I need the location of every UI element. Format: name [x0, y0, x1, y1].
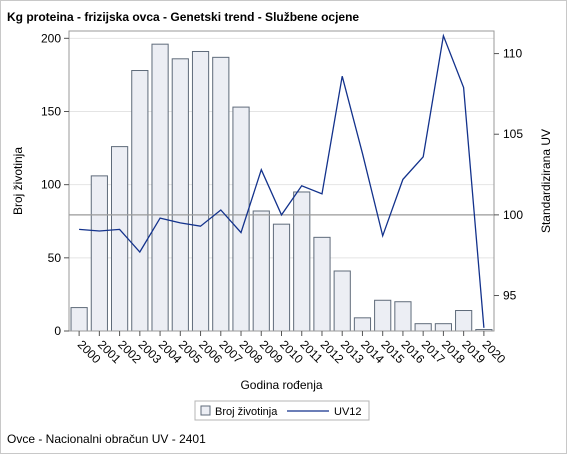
bar — [232, 106, 250, 332]
y-axis-tick-label: 50 — [48, 251, 62, 265]
y-axis-title: Broj životinja — [11, 147, 25, 215]
bar — [90, 175, 108, 332]
y2-axis-tick-label: 95 — [503, 289, 517, 303]
bar — [272, 223, 291, 332]
bar — [434, 323, 452, 332]
x-axis-title: Godina rođenja — [240, 378, 322, 392]
bar — [313, 236, 331, 332]
bar — [455, 310, 473, 332]
bar — [111, 146, 129, 332]
bar — [374, 299, 392, 332]
bar — [131, 70, 149, 332]
y2-axis-tick-label: 105 — [503, 127, 523, 141]
bar — [353, 317, 372, 332]
bar — [212, 56, 230, 332]
y-axis-tick-label: 200 — [41, 31, 61, 45]
chart-title: Kg proteina - frizijska ovca - Genetski … — [7, 10, 360, 24]
y-axis-tick-label: 100 — [41, 178, 61, 192]
y2-axis-title: Standardizirana UV — [539, 129, 553, 233]
y-axis-tick-label: 150 — [41, 104, 61, 118]
uv12-line — [79, 33, 485, 328]
bar — [414, 323, 432, 332]
bar — [394, 301, 412, 332]
y-axis-tick-label: 0 — [54, 324, 61, 338]
legend-swatch-bars — [200, 405, 211, 416]
legend-label-bars: Broj životinja — [215, 406, 278, 418]
bar — [171, 58, 189, 332]
legend-box — [194, 400, 370, 421]
bar — [333, 270, 351, 332]
bar — [293, 191, 311, 332]
bar — [151, 43, 169, 332]
bar — [252, 210, 270, 332]
bar — [191, 50, 210, 332]
bar — [70, 307, 88, 332]
y2-axis-tick-label: 100 — [503, 208, 523, 222]
legend-label-line: UV12 — [334, 406, 362, 418]
footnote: Ovce - Nacionalni obračun UV - 2401 — [7, 432, 206, 446]
y2-axis-tick-label: 110 — [503, 47, 522, 61]
